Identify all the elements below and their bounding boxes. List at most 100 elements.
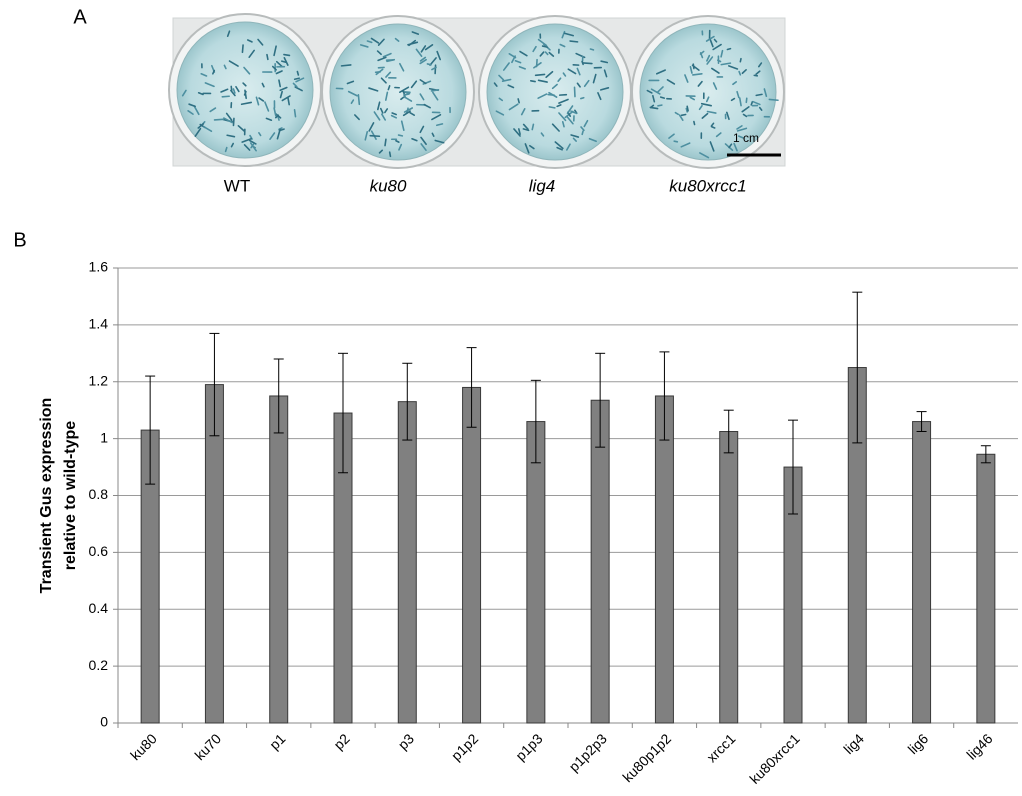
tissue-speck (423, 103, 431, 109)
tissue-speck (569, 40, 579, 43)
tissue-speck (296, 70, 300, 76)
tissue-speck (741, 68, 747, 75)
tissue-speck (382, 52, 392, 58)
tissue-speck (554, 141, 564, 150)
tissue-speck (699, 52, 704, 59)
tissue-speck (556, 146, 563, 151)
x-tick-label: lig6 (905, 730, 932, 757)
tissue-speck (346, 80, 355, 85)
tissue-speck (340, 64, 352, 67)
x-tick-label: p1p2 (448, 730, 481, 763)
tissue-speck (752, 100, 761, 106)
tissue-speck (295, 77, 305, 83)
tissue-speck (369, 134, 381, 138)
tissue-speck (502, 62, 510, 71)
tissue-speck (561, 30, 566, 39)
tissue-speck (431, 132, 435, 137)
tissue-speck (581, 130, 584, 136)
tissue-speck (698, 104, 703, 111)
y-axis-label: relative to wild-type (62, 421, 79, 570)
tissue-speck (293, 77, 300, 81)
tissue-speck (228, 60, 239, 67)
tissue-speck (529, 79, 536, 83)
tissue-speck (580, 126, 585, 132)
tissue-speck (750, 100, 754, 106)
tissue-speck (537, 93, 548, 99)
tissue-speck (220, 88, 229, 93)
well-label: ku80 (370, 176, 407, 195)
tissue-speck (674, 111, 680, 116)
tissue-speck (432, 91, 439, 101)
tissue-speck (757, 62, 763, 68)
tissue-speck (246, 39, 253, 43)
tissue-speck (273, 45, 277, 57)
tissue-speck (498, 74, 505, 81)
tissue-speck (347, 90, 358, 97)
error-bar (145, 375, 156, 485)
error-bar (530, 379, 541, 464)
x-tick-label: ku80 (127, 730, 160, 763)
tissue-speck (249, 142, 257, 152)
x-tick-label: p1 (266, 730, 288, 752)
tissue-speck (281, 95, 291, 102)
tissue-speck (693, 120, 696, 126)
tissue-speck (572, 137, 577, 142)
y-tick-label: 0.2 (89, 657, 109, 673)
tissue-speck (269, 132, 276, 141)
tissue-speck (558, 98, 569, 104)
tissue-speck (409, 111, 416, 116)
x-tick-label: xrcc1 (703, 730, 738, 765)
error-bar (852, 291, 863, 444)
tissue-speck (720, 49, 724, 58)
tissue-speck (713, 38, 718, 43)
tissue-speck (374, 70, 382, 74)
tissue-speck (197, 123, 205, 129)
tissue-speck (380, 77, 387, 84)
y-tick-label: 0 (100, 714, 108, 730)
tissue-speck (258, 97, 265, 102)
tissue-speck (411, 137, 418, 142)
tissue-speck (501, 78, 512, 82)
tissue-speck (400, 96, 405, 101)
tissue-speck (364, 130, 369, 141)
tissue-speck (519, 50, 528, 57)
tissue-speck (399, 86, 410, 93)
tissue-speck (534, 73, 546, 77)
tissue-speck (394, 37, 400, 42)
well (329, 23, 467, 161)
tissue-speck (368, 122, 375, 132)
error-bar (595, 352, 606, 448)
bar (397, 401, 417, 724)
tissue-speck (580, 96, 585, 100)
tissue-speck (257, 38, 264, 46)
tissue-speck (726, 111, 730, 121)
tissue-speck (377, 38, 385, 46)
tissue-speck (376, 101, 381, 111)
tissue-speck (213, 118, 225, 121)
bar (912, 421, 932, 724)
tissue-speck (224, 146, 228, 153)
tissue-speck (537, 79, 548, 83)
x-tick-label: lig46 (963, 730, 995, 762)
tissue-speck (376, 50, 382, 56)
tissue-speck (242, 82, 247, 87)
tissue-speck (547, 93, 555, 96)
tissue-speck (738, 97, 742, 107)
tissue-speck (419, 58, 427, 65)
tissue-speck (244, 89, 247, 100)
tissue-speck (732, 81, 737, 86)
tissue-speck (561, 120, 565, 128)
tissue-speck (540, 132, 545, 137)
tissue-speck (266, 53, 269, 61)
tissue-speck (203, 126, 213, 133)
tissue-speck (381, 113, 386, 121)
tissue-speck (541, 45, 549, 48)
tissue-speck (265, 117, 273, 122)
tissue-speck (378, 149, 384, 154)
tissue-speck (537, 38, 548, 47)
tissue-speck (407, 41, 419, 46)
tissue-speck (293, 109, 297, 118)
tissue-speck (736, 125, 743, 130)
tissue-speck (768, 98, 779, 102)
